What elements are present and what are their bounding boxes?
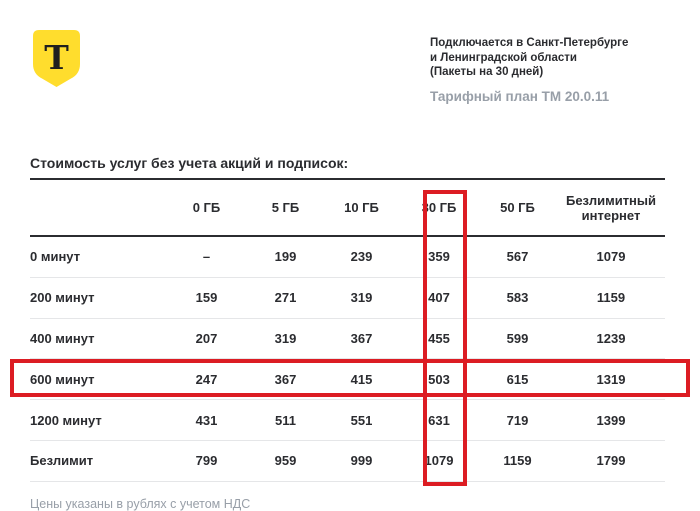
price-cell: 407 bbox=[428, 290, 450, 306]
column-header-10gb: 10 ГБ bbox=[344, 200, 379, 215]
price-cell: 615 bbox=[506, 371, 529, 387]
table-header-row: 0 ГБ 5 ГБ 10 ГБ 30 ГБ 50 ГБ Безлимитный … bbox=[30, 178, 665, 237]
tbank-logo: T bbox=[33, 30, 80, 87]
price-cell: 1239 bbox=[596, 330, 626, 346]
price-cell: 319 bbox=[274, 330, 297, 346]
row-label: 600 минут bbox=[30, 371, 95, 387]
price-cell: 1159 bbox=[596, 290, 626, 306]
price-cell: 239 bbox=[350, 249, 373, 265]
price-cell: 1319 bbox=[596, 371, 626, 387]
row-label: Безлимит bbox=[30, 453, 94, 469]
price-cell: 799 bbox=[195, 453, 218, 469]
row-label: 400 минут bbox=[30, 330, 95, 346]
section-title: Стоимость услуг без учета акций и подпис… bbox=[30, 155, 349, 171]
region-line: и Ленинградской области bbox=[430, 51, 577, 64]
table-row: 400 минут 207 319 367 455 599 1239 bbox=[30, 319, 665, 360]
price-cell: 1159 bbox=[503, 453, 532, 469]
column-header-50gb: 50 ГБ bbox=[500, 200, 535, 215]
price-cell: 567 bbox=[506, 249, 529, 265]
table-row: Безлимит 799 959 999 1079 1159 1799 bbox=[30, 441, 665, 482]
column-header-0gb: 0 ГБ bbox=[192, 200, 221, 215]
price-cell: 959 bbox=[274, 453, 297, 469]
table-row-highlighted: 600 минут 247 367 415 503 615 1319 bbox=[30, 359, 665, 401]
price-cell: 1079 bbox=[596, 249, 626, 265]
price-cell: 511 bbox=[275, 412, 296, 428]
price-cell: 319 bbox=[350, 290, 373, 306]
price-cell: 207 bbox=[195, 330, 218, 346]
row-label: 200 минут bbox=[30, 290, 95, 306]
region-line: (Пакеты на 30 дней) bbox=[430, 66, 544, 78]
table-row: 200 минут 159 271 319 407 583 1159 bbox=[30, 278, 665, 319]
row-label: 1200 минут bbox=[30, 412, 102, 428]
price-cell: 551 bbox=[350, 412, 373, 428]
price-cell: 999 bbox=[350, 453, 373, 469]
price-cell: 367 bbox=[350, 330, 373, 346]
plan-info-block: Подключается в Санкт-Петербурге и Ленинг… bbox=[430, 36, 680, 104]
shield-icon bbox=[33, 30, 80, 87]
price-cell: 631 bbox=[428, 412, 450, 428]
column-header-unlimited: Безлимитный интернет bbox=[565, 192, 657, 223]
table-row: 1200 минут 431 511 551 631 719 1399 bbox=[30, 400, 665, 441]
price-cell: 199 bbox=[274, 249, 297, 265]
price-cell: 1079 bbox=[424, 453, 454, 469]
price-cell: – bbox=[202, 249, 211, 265]
table-row: 0 минут – 199 239 359 567 1079 bbox=[30, 237, 665, 278]
price-cell: 1799 bbox=[596, 453, 626, 469]
price-cell: 367 bbox=[274, 371, 297, 387]
logo-letter: T bbox=[44, 37, 69, 77]
price-cell: 719 bbox=[506, 412, 529, 428]
row-label: 0 минут bbox=[30, 249, 81, 265]
pricing-table: 0 ГБ 5 ГБ 10 ГБ 30 ГБ 50 ГБ Безлимитный … bbox=[30, 178, 665, 482]
price-cell: 503 bbox=[428, 371, 450, 387]
price-cell: 159 bbox=[195, 290, 218, 306]
price-cell: 431 bbox=[195, 412, 218, 428]
region-line: Подключается в Санкт-Петербурге bbox=[430, 37, 629, 49]
price-cell: 247 bbox=[195, 371, 218, 387]
price-cell: 359 bbox=[428, 249, 450, 265]
column-header-5gb: 5 ГБ bbox=[271, 200, 300, 215]
price-cell: 583 bbox=[506, 290, 529, 306]
tariff-plan-label: Тарифный план ТМ 20.0.11 bbox=[430, 88, 610, 104]
price-cell: 271 bbox=[274, 290, 297, 306]
price-cell: 1399 bbox=[596, 412, 626, 428]
price-cell: 455 bbox=[428, 330, 450, 346]
price-cell: 415 bbox=[350, 371, 373, 387]
footer-note: Цены указаны в рублях с учетом НДС bbox=[30, 497, 251, 511]
column-header-30gb: 30 ГБ bbox=[421, 200, 457, 215]
price-cell: 599 bbox=[506, 330, 529, 346]
